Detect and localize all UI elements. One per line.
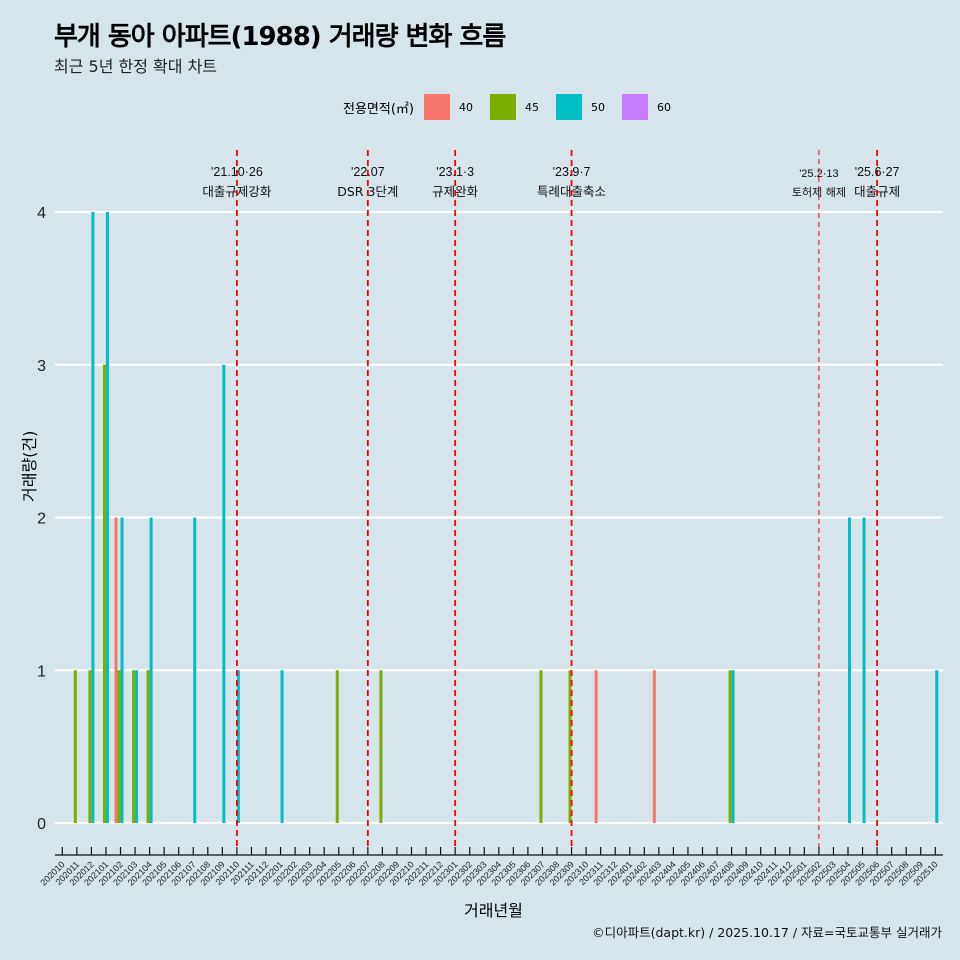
bar-45-202309 <box>568 670 572 823</box>
y-tick-label: 2 <box>37 511 46 528</box>
bar-50-202505 <box>862 517 866 823</box>
bar-50-202102 <box>120 517 124 823</box>
annotation-label: DSR 3단계 <box>337 184 398 199</box>
bar-50-202201 <box>280 670 284 823</box>
bar-40-202311 <box>594 670 598 823</box>
annotation-date: '21.10·26 <box>211 165 263 179</box>
annotation-label: 대출규제 <box>854 184 900 199</box>
legend-item-60: 60 <box>621 94 686 120</box>
chart-title: 부개 동아 아파트(1988) 거래량 변화 흐름 <box>54 22 506 52</box>
y-tick-label: 1 <box>37 663 46 680</box>
annotation-label: 토허제 해제 <box>792 185 846 199</box>
legend-label-50: 50 <box>590 100 605 114</box>
legend-title: 전용면적(㎡) <box>343 101 414 117</box>
bar-45-202408 <box>728 670 732 823</box>
bar-45-202102 <box>117 670 121 823</box>
annotation-date: '23.1·3 <box>436 165 474 179</box>
annotations: '21.10·26 대출규제강화 '22.07 DSR 3단계 '23.1·3 규제완화 '… <box>202 165 900 199</box>
reference-lines <box>235 150 878 850</box>
bar-45-202011 <box>73 670 77 823</box>
annotation-date: '25.2·13 <box>799 168 838 180</box>
x-axis-label: 거래년월 <box>464 901 523 920</box>
bar-50-202504 <box>848 517 851 823</box>
bar-50-202103 <box>135 670 139 823</box>
y-axis: 0 1 2 3 4 <box>37 205 46 833</box>
y-tick-label: 3 <box>37 358 46 375</box>
y-axis-label: 거래량(건) <box>20 430 39 502</box>
bar-50-202109 <box>222 364 226 823</box>
legend-key-40 <box>423 94 450 120</box>
legend-label-45: 45 <box>524 100 539 114</box>
bar-45-202208 <box>379 670 383 823</box>
bar-50-202110 <box>236 670 240 823</box>
legend-label-60: 60 <box>656 100 671 114</box>
bar-50-202408 <box>731 670 735 823</box>
y-tick-label: 4 <box>37 205 46 222</box>
legend-item-45: 45 <box>489 94 554 120</box>
bar-50-202107 <box>193 517 197 823</box>
bar-45-202104 <box>146 670 150 823</box>
bar-40-202403 <box>652 670 656 823</box>
bar-50-202510 <box>935 670 939 823</box>
bar-50-202104 <box>149 517 153 823</box>
bar-45-202307 <box>539 670 543 823</box>
source-caption: ©디아파트(dapt.kr) / 2025.10.17 / 자료=국토교통부 실… <box>592 925 942 940</box>
bar-45-202205 <box>335 670 339 823</box>
legend-label-40: 40 <box>458 100 473 114</box>
bars <box>73 212 939 823</box>
annotation-label: 규제완화 <box>432 184 479 199</box>
legend-key-45 <box>489 94 516 120</box>
annotation-label: 특례대출축소 <box>537 184 606 199</box>
annotation-label: 대출규제강화 <box>202 184 272 199</box>
gridlines <box>55 210 943 825</box>
legend-key-50 <box>555 94 582 120</box>
bar-45-202101 <box>102 364 106 823</box>
bar-40-202102 <box>114 517 118 823</box>
bar-45-202103 <box>132 670 136 823</box>
legend: 전용면적(㎡) 40 45 50 60 <box>343 93 688 121</box>
legend-item-40: 40 <box>423 94 488 120</box>
legend-item-50: 50 <box>555 94 620 120</box>
y-tick-label: 0 <box>37 816 46 833</box>
bar-50-202101 <box>105 212 109 823</box>
legend-key-60 <box>621 94 648 120</box>
annotation-date: '25.6·27 <box>855 165 900 179</box>
annotation-date: '23.9·7 <box>553 165 591 179</box>
annotation-date: '22.07 <box>351 165 385 179</box>
chart-subtitle: 최근 5년 한정 확대 차트 <box>54 57 218 76</box>
bar-45-202012 <box>88 670 92 823</box>
x-axis: 2020102020112020122021012021022021032021… <box>38 847 943 888</box>
bar-50-202012 <box>91 212 95 823</box>
